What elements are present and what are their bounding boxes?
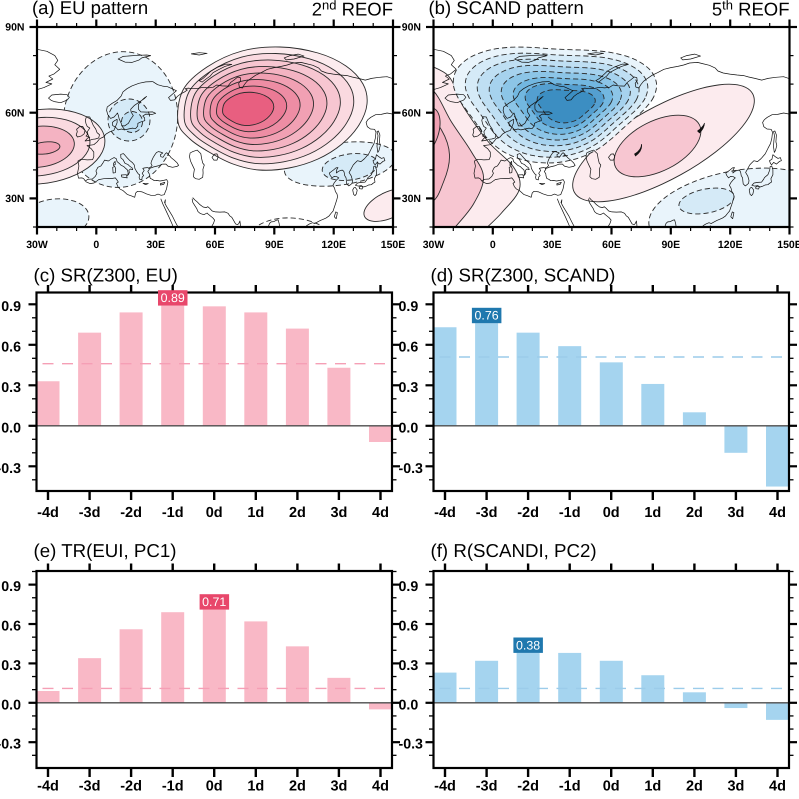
svg-text:-4d: -4d (434, 505, 456, 521)
svg-text:2d: 2d (686, 505, 703, 521)
svg-text:-3d: -3d (79, 505, 101, 521)
svg-text:-2d: -2d (120, 779, 142, 795)
svg-text:3d: 3d (330, 779, 347, 795)
svg-text:3d: 3d (727, 505, 744, 521)
svg-text:0.3: 0.3 (1, 658, 21, 674)
svg-text:1d: 1d (247, 779, 264, 795)
svg-text:60N: 60N (402, 107, 421, 119)
svg-text:-3d: -3d (79, 779, 101, 795)
svg-text:-2d: -2d (517, 505, 539, 521)
svg-text:60N: 60N (5, 107, 24, 119)
svg-text:90E: 90E (265, 239, 284, 251)
svg-text:30N: 30N (402, 193, 421, 205)
svg-text:90E: 90E (661, 239, 680, 251)
svg-text:1d: 1d (644, 779, 661, 795)
svg-text:0d: 0d (603, 779, 620, 795)
svg-text:0.38: 0.38 (516, 638, 540, 652)
svg-text:30N: 30N (5, 193, 24, 205)
svg-text:(e) TR(EUI, PC1): (e) TR(EUI, PC1) (34, 540, 177, 561)
svg-text:30W: 30W (26, 239, 48, 251)
svg-text:-1d: -1d (559, 779, 581, 795)
svg-text:-4d: -4d (37, 505, 59, 521)
svg-text:0.0: 0.0 (1, 420, 21, 436)
svg-text:(a) EU pattern: (a) EU pattern (32, 0, 148, 18)
svg-text:0.3: 0.3 (399, 658, 419, 674)
svg-text:0.89: 0.89 (161, 291, 185, 305)
svg-text:(f) R(SCANDI, PC2): (f) R(SCANDI, PC2) (431, 540, 597, 561)
svg-text:2d: 2d (686, 779, 703, 795)
svg-text:0.0: 0.0 (399, 697, 419, 713)
svg-text:90N: 90N (5, 22, 24, 34)
svg-text:0d: 0d (206, 779, 223, 795)
svg-text:0.9: 0.9 (1, 579, 21, 595)
svg-text:0.3: 0.3 (1, 380, 21, 396)
svg-text:-0.3: -0.3 (399, 737, 424, 753)
svg-text:30E: 30E (543, 239, 562, 251)
svg-text:0.71: 0.71 (202, 595, 226, 609)
svg-text:-1d: -1d (162, 779, 184, 795)
svg-text:0.6: 0.6 (399, 619, 419, 635)
svg-text:-0.3: -0.3 (0, 461, 21, 477)
svg-text:-4d: -4d (37, 779, 59, 795)
svg-text:0d: 0d (603, 505, 620, 521)
svg-text:0.6: 0.6 (399, 339, 419, 355)
svg-text:0.9: 0.9 (399, 579, 419, 595)
svg-text:1d: 1d (247, 505, 264, 521)
svg-text:0.76: 0.76 (475, 309, 499, 323)
svg-text:-3d: -3d (476, 779, 498, 795)
svg-text:-4d: -4d (434, 779, 456, 795)
svg-text:150E: 150E (777, 239, 799, 251)
svg-text:0: 0 (490, 239, 496, 251)
svg-text:90N: 90N (402, 22, 421, 34)
svg-text:4d: 4d (372, 779, 389, 795)
svg-text:-0.3: -0.3 (399, 461, 424, 477)
svg-text:3d: 3d (727, 779, 744, 795)
svg-text:30E: 30E (146, 239, 165, 251)
svg-text:(c) SR(Z300, EU): (c) SR(Z300, EU) (34, 264, 178, 285)
svg-text:0d: 0d (206, 505, 223, 521)
svg-text:60E: 60E (602, 239, 621, 251)
svg-text:0.9: 0.9 (399, 299, 419, 315)
svg-text:-2d: -2d (517, 779, 539, 795)
svg-text:120E: 120E (718, 239, 743, 251)
svg-text:0.0: 0.0 (399, 420, 419, 436)
svg-text:3d: 3d (330, 505, 347, 521)
svg-text:(d) SR(Z300, SCAND): (d) SR(Z300, SCAND) (431, 264, 616, 285)
svg-text:-2d: -2d (120, 505, 142, 521)
svg-text:2d: 2d (289, 779, 306, 795)
svg-text:-1d: -1d (162, 505, 184, 521)
svg-text:60E: 60E (206, 239, 225, 251)
svg-text:0.3: 0.3 (399, 380, 419, 396)
svg-text:0.0: 0.0 (1, 697, 21, 713)
svg-text:0.6: 0.6 (1, 619, 21, 635)
svg-text:4d: 4d (769, 779, 786, 795)
svg-text:0: 0 (93, 239, 99, 251)
svg-text:2d: 2d (289, 505, 306, 521)
svg-text:4d: 4d (372, 505, 389, 521)
svg-text:-1d: -1d (559, 505, 581, 521)
svg-text:0.6: 0.6 (1, 339, 21, 355)
svg-text:4d: 4d (769, 505, 786, 521)
svg-text:150E: 150E (381, 239, 406, 251)
svg-text:-3d: -3d (476, 505, 498, 521)
svg-text:1d: 1d (644, 505, 661, 521)
svg-text:0.9: 0.9 (1, 299, 21, 315)
svg-text:30W: 30W (423, 239, 445, 251)
svg-text:(b) SCAND pattern: (b) SCAND pattern (429, 0, 584, 18)
svg-text:-0.3: -0.3 (0, 737, 21, 753)
svg-text:120E: 120E (321, 239, 346, 251)
